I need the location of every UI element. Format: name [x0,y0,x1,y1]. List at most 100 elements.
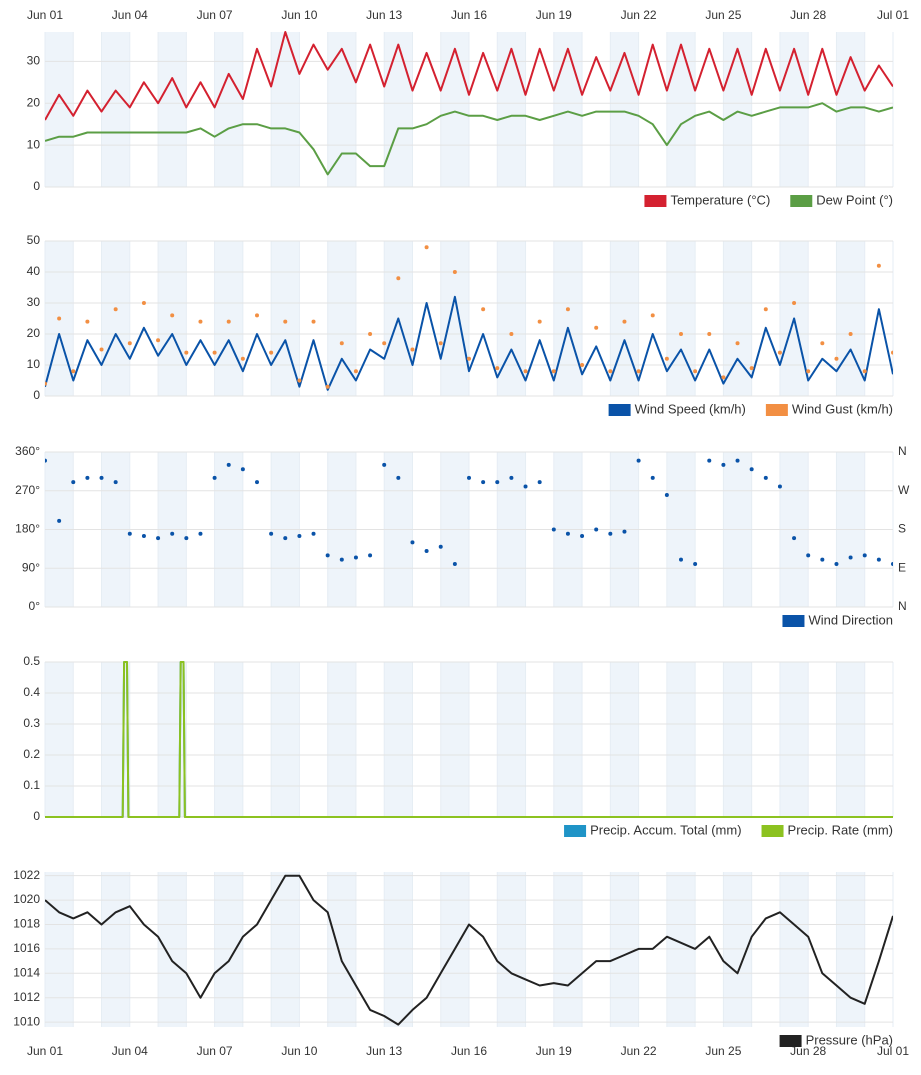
series-dot [99,347,104,352]
series-dot [325,384,330,389]
series-dot [650,475,655,480]
y-tick-label: 30 [27,295,41,309]
series-dot [580,363,585,367]
series-dot [876,263,881,268]
y-tick-label: 180° [15,522,40,536]
y-tick-label: 1010 [13,1014,40,1028]
day-band [158,662,187,817]
y2-tick-label: N [898,599,907,613]
y-tick-label: 270° [15,483,40,497]
y-tick-label: 1012 [13,990,40,1004]
legend-label: Wind Gust (km/h) [792,401,893,416]
series-dot [792,536,797,541]
series-dot [311,531,316,536]
x-tick-label: Jun 22 [621,8,657,22]
legend-swatch [765,404,788,416]
day-band [497,32,526,187]
series-dot [693,561,698,566]
y-tick-label: 0.4 [23,685,40,699]
y-tick-label: 1018 [13,917,40,931]
series-dot [45,458,47,463]
day-band [440,662,469,817]
series-dot [71,369,76,374]
day-band [610,241,639,396]
series-dot [664,356,669,361]
series-dot [396,276,401,281]
series-dot [269,531,274,536]
day-band [158,32,187,187]
series-dot [806,369,811,374]
series-dot [212,475,217,480]
day-band [836,872,865,1027]
series-dot [353,369,358,374]
series-dot [481,480,486,485]
series-dot [763,475,768,480]
y-tick-label: 1016 [13,941,40,955]
series-dot [495,480,500,485]
series-dot [777,484,782,489]
y-tick-label: 10 [27,137,41,151]
y-tick-label: 20 [27,95,41,109]
x-tick-label: Jun 28 [790,8,826,22]
x-tick-label: Jul 01 [877,1044,909,1058]
day-band [384,32,413,187]
series-dot [735,458,740,463]
y-tick-label: 0.3 [23,716,40,730]
y-tick-label: 0.2 [23,747,40,761]
series-dot [99,475,104,480]
chart-panel: 0° 90° 180° 270° 360° N E S W N Wind Direction [15,444,910,627]
series-dot [608,531,613,536]
series-dot [848,555,853,560]
series-dot [876,557,881,562]
series-dot [594,527,599,532]
series-dot [424,245,429,250]
series-dot [311,319,316,324]
day-band [271,662,300,817]
series-dot [735,341,740,346]
x-tick-label: Jun 01 [27,1044,63,1058]
x-tick-label: Jun 19 [536,1044,572,1058]
y-tick-label: 360° [15,444,40,458]
day-band [666,872,696,1027]
series-dot [368,553,373,558]
y-tick-label: 1022 [13,868,40,882]
series-dot [820,341,825,346]
x-tick-label: Jun 22 [621,1044,657,1058]
series-dot [565,307,570,312]
series-dot [891,561,893,566]
series-dot [353,555,358,560]
day-band [158,872,187,1027]
y2-tick-label: W [898,483,910,497]
series-dot [113,480,118,485]
day-band [553,32,583,187]
series-dot [537,319,542,324]
x-tick-label: Jun 13 [366,1044,402,1058]
series-dot [71,480,76,485]
day-band [327,32,356,187]
day-band [271,32,300,187]
series-dot [608,369,613,374]
y-tick-label: 10 [27,357,41,371]
series-dot [156,338,161,343]
series-dot [707,332,712,336]
series-dot [848,332,853,336]
plot [45,661,893,818]
series-dot [551,369,556,374]
series-dot [382,341,387,346]
series-dot [509,475,514,480]
series-dot [763,307,768,312]
day-band [214,662,243,817]
day-band [610,32,639,187]
series-dot [212,350,217,355]
day-band [101,662,130,817]
series-line [45,661,893,818]
series-dot [141,301,146,305]
x-tick-label: Jun 04 [112,1044,148,1058]
series-dot [297,533,302,538]
y2-tick-label: S [898,522,906,536]
series-dot [551,527,556,532]
series-dot [438,341,443,346]
day-band [779,662,809,817]
legend-label: Wind Speed (km/h) [635,401,746,416]
x-tick-label: Jul 01 [877,8,909,22]
